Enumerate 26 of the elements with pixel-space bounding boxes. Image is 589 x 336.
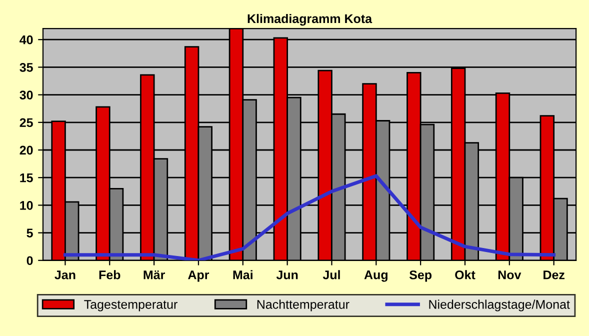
x-tick-label: Feb [99, 270, 120, 280]
x-tick-label: Mär [144, 270, 165, 280]
legend-label: Nachttemperatur [257, 300, 350, 312]
x-tick-label: Jul [322, 270, 340, 280]
x-tick-label: Okt [455, 270, 476, 280]
y-tick-label: 25 [20, 118, 33, 128]
chart-title: Klimadiagramm Kota [248, 14, 372, 26]
x-tick-label: Jan [54, 270, 76, 280]
y-tick-label: 0 [26, 256, 33, 266]
x-tick-label: Nov [498, 270, 522, 280]
y-tick-label: 10 [20, 201, 33, 210]
y-tick-label: 40 [20, 35, 33, 44]
legend-label: Niederschlagstage/Monat [429, 300, 570, 312]
y-tick-label: 5 [26, 228, 33, 238]
x-tick-label: Aug [364, 270, 388, 282]
y-tick-label: 35 [20, 63, 33, 72]
y-tick-label: 30 [20, 90, 33, 100]
x-tick-label: Jun [276, 270, 298, 280]
y-tick-label: 15 [20, 174, 33, 182]
x-tick-label: Sep [409, 270, 432, 282]
x-tick-label: Mai [233, 270, 252, 280]
legend-label: Tagestemperatur [84, 300, 178, 312]
x-tick-label: Apr [188, 270, 210, 282]
y-tick-label: 20 [20, 146, 33, 155]
x-tick-label: Dez [544, 270, 564, 280]
line-series [63, 174, 556, 260]
